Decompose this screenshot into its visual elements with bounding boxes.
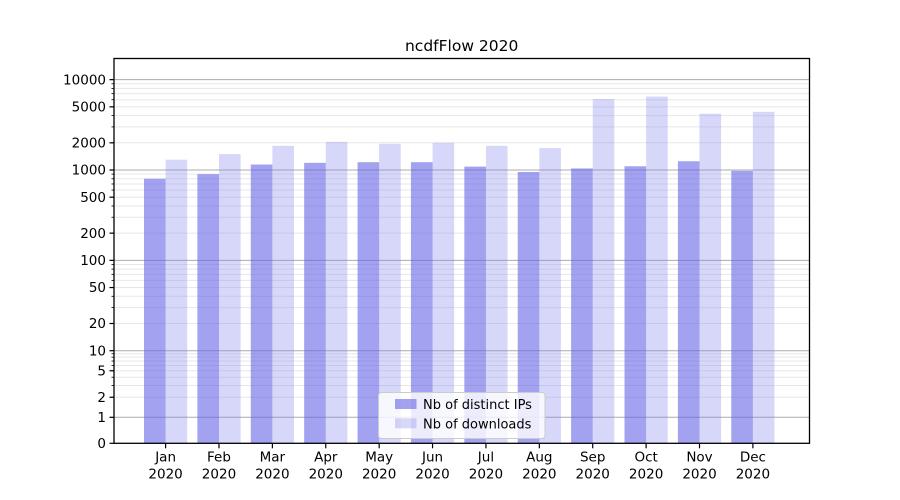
bar-distinct-ips <box>571 168 593 444</box>
x-axis-tick-label-month: Jul <box>477 450 494 466</box>
x-axis-tick-label-year: 2020 <box>682 467 716 483</box>
bar-distinct-ips <box>464 166 486 444</box>
x-axis-tick-label-month: Jan <box>154 450 176 466</box>
bars <box>144 96 775 444</box>
bar-distinct-ips <box>304 162 326 444</box>
y-axis-tick-label: 5000 <box>72 100 106 116</box>
legend-label-downloads: Nb of downloads <box>423 417 532 432</box>
bar-downloads <box>272 145 294 444</box>
bar-distinct-ips <box>410 162 433 444</box>
x-axis-tick-label-year: 2020 <box>202 467 236 483</box>
bar-distinct-ips <box>731 170 753 444</box>
y-axis-tick-label: 500 <box>80 190 106 206</box>
legend: Nb of distinct IPs Nb of downloads <box>378 392 546 439</box>
x-axis-tick-label-month: Feb <box>207 450 231 466</box>
bar-distinct-ips <box>517 172 540 444</box>
bar-downloads <box>379 143 401 444</box>
plot-border <box>113 57 811 444</box>
x-axis-tick-label-month: Dec <box>740 450 766 466</box>
y-axis-tick-label: 200 <box>80 226 106 242</box>
bar-downloads <box>699 113 722 444</box>
bar-downloads <box>165 159 188 444</box>
x-axis-tick-label-month: Apr <box>314 450 338 466</box>
legend-swatch-distinct-ips <box>395 399 417 409</box>
bar-downloads <box>592 99 615 444</box>
y-axis-tick-label: 50 <box>89 280 106 296</box>
x-axis-tick-label-month: Oct <box>634 450 657 466</box>
x-axis-tick-label-month: May <box>365 450 393 466</box>
bar-downloads <box>646 96 668 444</box>
x-axis-tick-label-year: 2020 <box>255 467 289 483</box>
legend-label-distinct-ips: Nb of distinct IPs <box>423 398 532 413</box>
y-axis-tick-label: 2000 <box>72 136 106 152</box>
chart-title: ncdfFlow 2020 <box>405 37 518 55</box>
x-axis-tick-label-month: Sep <box>580 450 605 466</box>
x-axis: Jan2020Feb2020Mar2020Apr2020May2020Jun20… <box>148 443 770 483</box>
x-axis-tick-label-month: Nov <box>686 450 712 466</box>
y-axis-tick-label: 20 <box>89 316 106 332</box>
x-axis-tick-label-year: 2020 <box>362 467 396 483</box>
y-axis-tick-label: 10 <box>89 343 106 359</box>
x-axis-tick-label-year: 2020 <box>576 467 610 483</box>
bar-downloads <box>539 148 561 444</box>
x-axis-tick-label-month: Jun <box>421 450 443 466</box>
bar-distinct-ips <box>250 164 273 444</box>
legend-box <box>378 392 546 439</box>
y-axis-tick-label: 100 <box>80 253 106 269</box>
x-axis-tick-label-year: 2020 <box>309 467 343 483</box>
x-axis-tick-label-month: Mar <box>260 450 286 466</box>
bar-distinct-ips <box>357 162 380 444</box>
y-axis-tick-label: 1 <box>97 410 106 426</box>
legend-swatch-downloads <box>395 418 417 429</box>
bar-distinct-ips <box>197 174 219 444</box>
x-axis-tick-label-year: 2020 <box>629 467 663 483</box>
y-axis: 0 1 2 5 10 20 50 100 200 500 1000 2000 5000 10000 <box>63 72 114 452</box>
x-axis-tick-label-year: 2020 <box>415 467 449 483</box>
bar-downloads <box>218 154 241 444</box>
x-axis-tick-label-month: Aug <box>526 450 552 466</box>
y-axis-tick-label: 2 <box>97 390 106 406</box>
bar-downloads <box>485 145 508 444</box>
x-axis-tick-label-year: 2020 <box>148 467 182 483</box>
y-axis-tick-label: 5 <box>97 363 106 379</box>
bar-downloads <box>432 142 455 444</box>
y-axis-tick-label: 0 <box>97 436 106 452</box>
y-axis-tick-label: 10000 <box>63 72 106 88</box>
x-axis-tick-label-year: 2020 <box>736 467 770 483</box>
bar-distinct-ips <box>624 166 647 444</box>
x-axis-tick-label-year: 2020 <box>522 467 556 483</box>
bar-downloads <box>752 111 775 444</box>
x-axis-tick-label-year: 2020 <box>469 467 503 483</box>
bar-downloads <box>325 141 348 444</box>
bar-distinct-ips <box>677 161 700 444</box>
bar-distinct-ips <box>144 178 166 444</box>
y-axis-tick-label: 1000 <box>72 163 106 179</box>
